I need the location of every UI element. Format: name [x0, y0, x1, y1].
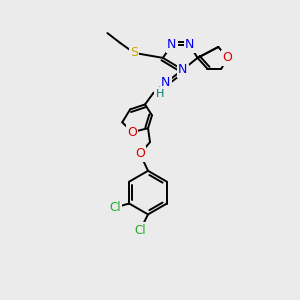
- Text: N: N: [167, 38, 176, 52]
- Text: Cl: Cl: [110, 201, 121, 214]
- Text: O: O: [222, 51, 232, 64]
- Text: N: N: [161, 76, 170, 89]
- Text: S: S: [130, 46, 138, 59]
- Text: N: N: [185, 38, 194, 52]
- Text: Cl: Cl: [134, 224, 146, 237]
- Text: O: O: [135, 148, 145, 160]
- Text: O: O: [127, 126, 137, 139]
- Text: N: N: [178, 63, 188, 76]
- Text: H: H: [156, 88, 164, 98]
